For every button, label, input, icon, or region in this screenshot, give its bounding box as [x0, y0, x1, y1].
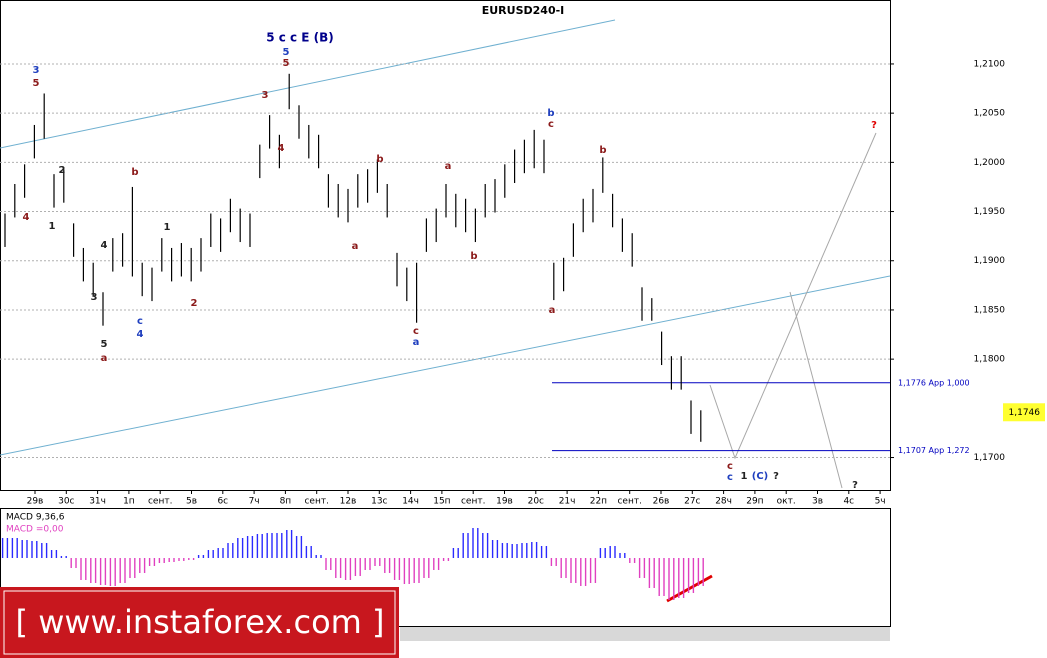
x-tick-label: 3в	[812, 497, 823, 507]
y-tick-label: 1,1800	[974, 355, 1006, 365]
chart-title: EURUSD240-I	[482, 4, 565, 17]
wave-label: b	[376, 154, 383, 165]
x-tick-label: 19в	[496, 497, 513, 507]
wave-label: a	[352, 241, 359, 252]
macd-label: MACD 9,36,6	[6, 513, 65, 523]
wave-label: 5	[283, 58, 290, 69]
wave-label: b	[599, 145, 606, 156]
wave-label: 3	[262, 90, 269, 101]
level-label: 1,1707 App 1,272	[898, 446, 970, 455]
current-price-label: 1,1746	[1009, 408, 1041, 418]
y-tick-label: 1,2100	[974, 59, 1006, 69]
x-tick-label: сент.	[461, 497, 485, 507]
x-tick-label: 7ч	[249, 497, 260, 507]
x-tick-label: 22п	[590, 497, 607, 507]
x-tick-label: 14ч	[402, 497, 419, 507]
wave-label: c	[137, 316, 143, 327]
wave-label: a	[549, 305, 556, 316]
wave-label: c	[727, 461, 733, 472]
wave-label: 1	[741, 471, 748, 482]
wave-label: c	[727, 472, 733, 483]
x-tick-label: сент.	[304, 497, 328, 507]
x-tick-label: 21ч	[559, 497, 576, 507]
wave-label: b	[547, 108, 554, 119]
x-tick-label: 31ч	[89, 497, 106, 507]
y-tick-label: 1,2000	[974, 158, 1006, 168]
wave-label: 5	[283, 47, 290, 58]
wave-label: 4	[101, 240, 108, 251]
x-tick-label: 20с	[528, 497, 544, 507]
y-tick-label: 1,1900	[974, 256, 1006, 266]
wave-label: 1	[164, 222, 171, 233]
watermark: [ www.instaforex.com ]	[16, 603, 385, 641]
wave-label: b	[131, 167, 138, 178]
x-tick-label: 5в	[186, 497, 197, 507]
x-tick-label: 28ч	[715, 497, 732, 507]
x-tick-label: 4с	[843, 497, 854, 507]
wave-label: 4	[278, 143, 285, 154]
x-tick-label: 6с	[217, 497, 228, 507]
wave-label: (C)	[752, 471, 768, 482]
wave-label: ?	[852, 480, 858, 491]
macd-panel	[0, 508, 891, 627]
wave-label: ?	[871, 120, 877, 131]
wave-label: 1	[49, 221, 56, 232]
y-tick-label: 1,1950	[974, 207, 1006, 217]
wave-label: 4	[137, 329, 144, 340]
wave-label: a	[445, 161, 452, 172]
x-tick-label: 1п	[123, 497, 135, 507]
x-tick-label: 29п	[746, 497, 763, 507]
x-tick-label: 15п	[433, 497, 450, 507]
y-tick-label: 1,1700	[974, 453, 1006, 463]
wave-label: c	[548, 119, 554, 130]
level-label: 1,1776 App 1,000	[898, 378, 970, 387]
channel-line	[0, 19, 616, 149]
forecast-line	[789, 291, 843, 489]
x-tick-label: сент.	[148, 497, 172, 507]
x-tick-label: 12в	[340, 497, 357, 507]
y-tick-label: 1,1850	[974, 305, 1006, 315]
x-tick-label: 13с	[371, 497, 387, 507]
price-panel	[0, 0, 891, 491]
wave-label: 3	[91, 292, 98, 303]
wave-label: c	[413, 326, 419, 337]
watermark-box	[0, 587, 399, 658]
hatch-area	[400, 627, 890, 641]
wave-label: 2	[191, 298, 198, 309]
wave-label: 5 c c E (B)	[266, 31, 334, 45]
wave-label: a	[101, 353, 108, 364]
wave-label: a	[413, 337, 420, 348]
x-tick-label: окт.	[777, 497, 796, 507]
x-tick-label: 27с	[684, 497, 700, 507]
watermark-border	[3, 590, 396, 655]
current-price-box	[1003, 403, 1045, 422]
wave-label: 3	[33, 65, 40, 76]
wave-label: 4	[23, 212, 30, 223]
x-tick-label: 5ч	[875, 497, 886, 507]
channel-line	[0, 275, 891, 456]
forecast-line	[709, 132, 877, 460]
x-tick-label: 29в	[27, 497, 44, 507]
x-tick-label: сент.	[617, 497, 641, 507]
wave-label: 5	[101, 339, 108, 350]
y-tick-label: 1,2050	[974, 109, 1006, 119]
wave-label: b	[470, 251, 477, 262]
x-tick-label: 30с	[58, 497, 74, 507]
x-tick-label: 8п	[280, 497, 292, 507]
wave-label: 5	[33, 78, 40, 89]
macd-signal-label: MACD =0,00	[6, 525, 64, 535]
x-tick-label: 26в	[653, 497, 670, 507]
wave-label: 2	[59, 165, 66, 176]
wave-label: ?	[773, 471, 779, 482]
